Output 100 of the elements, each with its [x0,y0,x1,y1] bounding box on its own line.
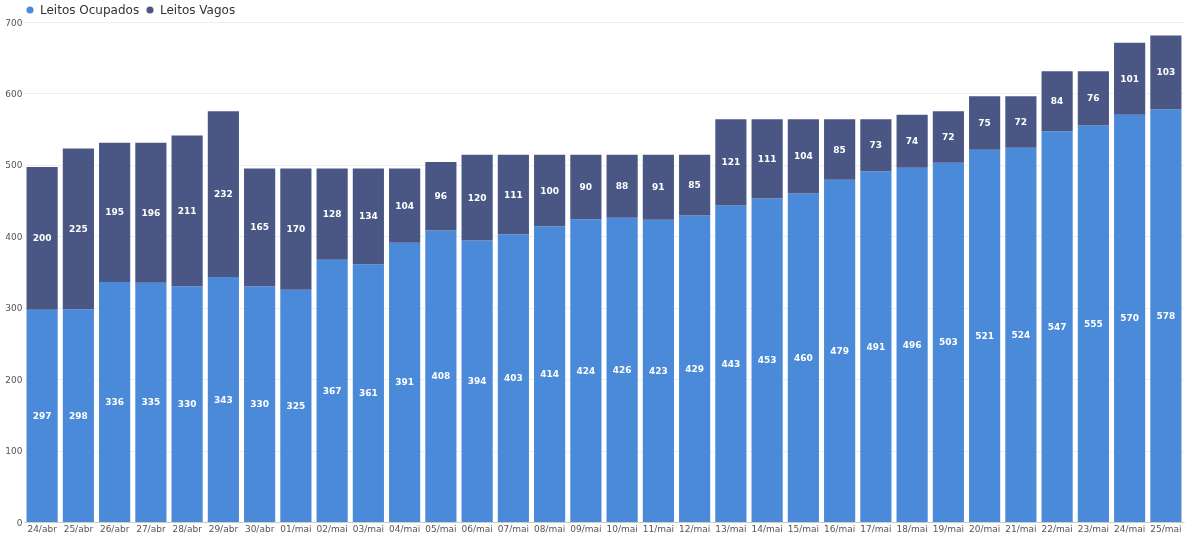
data-label: 403 [503,373,523,384]
x-tick-label: 05/mai [425,523,457,534]
data-label: 443 [721,358,741,369]
x-tick-label: 10/mai [606,523,638,534]
data-label: 120 [467,192,487,203]
data-label: 96 [434,191,448,202]
data-label: 570 [1120,313,1140,324]
x-tick-label: 01/mai [280,523,312,534]
data-label: 524 [1011,329,1031,340]
y-tick-label: 700 [5,17,23,28]
x-tick-label: 21/mai [1005,523,1037,534]
data-label: 408 [431,371,451,382]
x-tick-label: 14/mai [751,523,783,534]
x-tick-label: 28/abr [172,523,203,534]
data-label: 72 [942,132,955,142]
x-tick-label: 16/mai [823,523,856,534]
x-tick-label: 26/abr [99,523,130,534]
data-label: 330 [177,399,197,410]
data-label: 84 [1050,96,1064,107]
x-tick-label: 13/mai [715,523,747,534]
data-label: 424 [576,365,596,376]
data-label: 165 [250,222,270,233]
x-tick-label: 30/abr [244,523,275,534]
x-tick-label: 07/mai [497,523,530,534]
data-label: 101 [1120,73,1140,84]
data-label: 111 [757,153,777,164]
x-tick-label: 02/mai [316,523,348,534]
data-label: 391 [395,377,415,388]
data-label: 225 [68,223,88,234]
data-label: 335 [141,397,161,408]
x-tick-label: 25/mai [1150,523,1182,534]
data-label: 76 [1087,93,1100,104]
data-label: 491 [866,341,886,352]
data-label: 426 [612,364,632,375]
y-tick-label: 100 [5,446,23,457]
data-label: 170 [286,224,306,235]
data-label: 423 [648,365,668,376]
data-label: 578 [1156,310,1176,321]
data-label: 90 [579,182,593,192]
data-label: 100 [540,185,560,196]
data-label: 91 [652,182,665,193]
data-label: 111 [503,189,523,200]
data-label: 503 [938,337,958,348]
data-label: 479 [830,345,850,356]
x-tick-label: 04/mai [388,523,421,534]
x-tick-label: 15/mai [787,523,820,534]
data-label: 325 [286,400,306,411]
data-label: 521 [975,330,995,341]
data-label: 85 [833,144,846,155]
x-tick-label: 19/mai [932,523,965,534]
data-label: 232 [213,189,233,200]
data-label: 196 [141,207,161,218]
data-label: 496 [902,339,922,350]
data-label: 298 [68,410,88,421]
data-label: 361 [358,388,378,399]
x-tick-label: 29/abr [208,523,239,534]
x-tick-label: 06/mai [461,523,493,534]
data-label: 85 [688,180,701,191]
x-tick-label: 11/mai [642,523,675,534]
x-tick-label: 08/mai [533,523,566,534]
legend-label: Leitos Ocupados [40,3,140,17]
x-tick-label: 09/mai [570,523,602,534]
data-label: 414 [540,369,560,380]
data-label: 394 [467,376,487,387]
legend-label: Leitos Vagos [160,3,236,17]
data-label: 367 [322,385,342,396]
data-label: 73 [869,140,883,151]
data-label: 547 [1047,321,1067,332]
data-label: 297 [32,410,52,421]
x-tick-label: 27/abr [136,523,166,534]
x-tick-label: 24/mai [1113,523,1146,534]
data-label: 343 [213,394,233,405]
data-label: 75 [978,118,991,129]
data-label: 103 [1156,67,1176,78]
data-label: 195 [105,207,125,218]
data-label: 104 [395,200,415,211]
data-label: 134 [358,211,378,222]
data-label: 453 [757,355,777,366]
data-label: 104 [793,151,813,162]
data-label: 460 [793,352,813,363]
x-tick-label: 03/mai [352,523,385,534]
y-tick-label: 200 [5,374,23,385]
data-label: 336 [105,397,125,407]
data-label: 74 [905,136,919,147]
data-label: 72 [1014,117,1028,127]
x-tick-label: 18/mai [896,523,928,534]
x-tick-label: 24/abr [27,523,58,534]
data-label: 429 [685,363,705,374]
y-tick-label: 300 [5,303,23,314]
y-tick-label: 500 [5,160,23,171]
data-label: 200 [32,233,52,244]
data-label: 555 [1083,318,1103,329]
x-tick-label: 20/mai [968,523,1001,534]
data-label: 211 [177,205,197,216]
data-label: 88 [615,181,629,192]
x-tick-label: 17/mai [860,523,892,534]
x-tick-label: 22/mai [1041,523,1073,534]
y-tick-label: 0 [16,517,23,528]
data-label: 330 [250,399,270,410]
x-tick-label: 25/abr [63,523,94,534]
